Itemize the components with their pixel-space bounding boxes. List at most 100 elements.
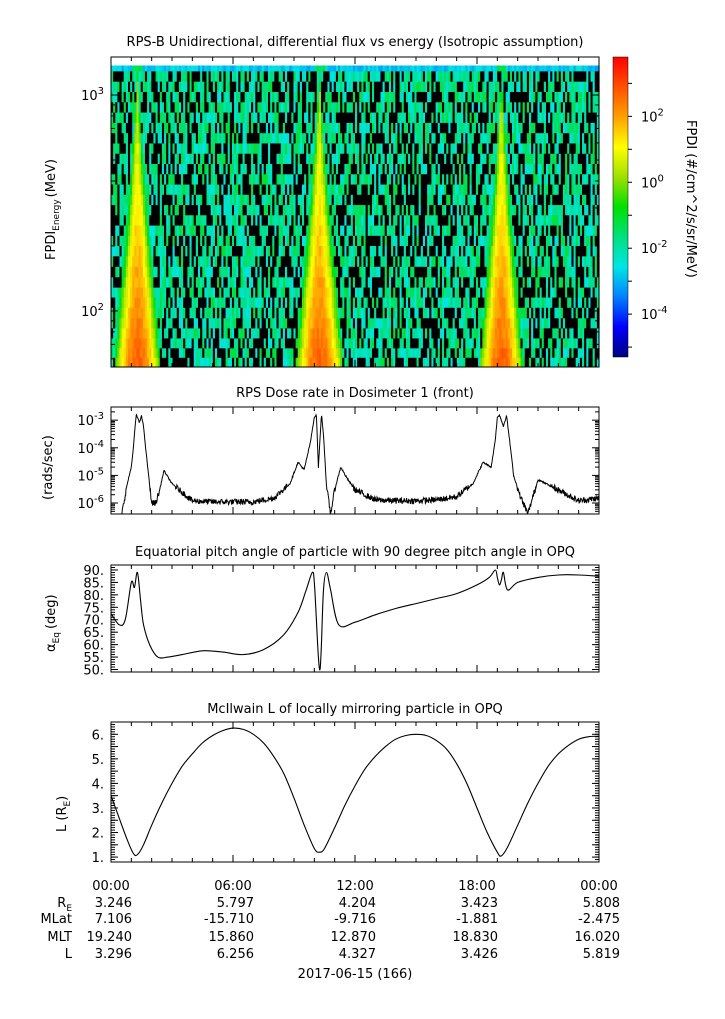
spectrogram-cell: [157, 132, 161, 144]
spectrogram-cell: [314, 122, 318, 134]
spectrogram-cell: [327, 338, 331, 349]
spectrogram-cell: [293, 287, 297, 298]
spectrogram-cell: [147, 245, 150, 257]
spectrogram-cell: [361, 112, 365, 123]
spectrogram-cell: [416, 81, 420, 92]
spectrogram-cell: [185, 132, 188, 144]
spectrogram-cell: [202, 338, 205, 349]
spectrogram-cell: [159, 153, 163, 164]
spectrogram-cell: [458, 122, 462, 134]
spectrogram-cell: [244, 143, 248, 154]
spectrogram-cell: [282, 297, 286, 308]
spectrogram-cell: [338, 287, 341, 298]
spectrogram-cell: [268, 357, 271, 368]
spectrogram-cell: [312, 143, 316, 154]
spectrogram-cell: [365, 266, 369, 278]
spectrogram-cell: [431, 194, 435, 206]
spectrogram-cell: [214, 338, 218, 349]
spectrogram-cell: [456, 184, 460, 195]
spectrogram-cell: [393, 81, 396, 92]
spectrogram-cell: [306, 266, 309, 278]
spectrogram-cell: [461, 194, 464, 206]
spectrogram-cell: [335, 101, 339, 113]
spectrogram-cell: [206, 153, 210, 164]
spectrogram-cell: [427, 347, 430, 358]
spectrogram-cell: [263, 338, 267, 349]
spectrogram-cell: [170, 143, 174, 154]
spectrogram-cell: [293, 143, 297, 154]
spectrogram-cell: [342, 297, 345, 308]
spectrogram-cell: [138, 163, 142, 175]
spectrogram-cell: [433, 153, 437, 164]
spectrogram-cell: [327, 122, 331, 134]
spectrogram-cell: [236, 235, 239, 247]
spectrogram-cell: [168, 81, 172, 92]
spectrogram-cell: [422, 122, 426, 134]
spectrogram-cell: [240, 245, 244, 257]
spectrogram-cell: [448, 307, 452, 319]
spectrogram-cell: [335, 194, 339, 206]
spectrogram-cell: [272, 91, 275, 103]
spectrogram-cell: [125, 91, 129, 103]
spectrogram-cell: [318, 81, 322, 92]
spectrogram-cell: [416, 163, 420, 175]
spectrogram-cell: [414, 204, 418, 216]
spectrogram-cell: [178, 143, 182, 154]
spectrogram-cell: [197, 214, 201, 226]
spectrogram-cell: [323, 101, 326, 113]
spectrogram-cell: [268, 143, 271, 154]
spectrogram-cell: [144, 91, 148, 103]
spectrogram-cell: [310, 65, 314, 72]
spectrogram-cell: [168, 91, 172, 103]
spectrogram-cell: [134, 297, 138, 308]
spectrogram-cell: [236, 225, 239, 236]
spectrogram-cell: [268, 91, 271, 103]
spectrogram-cell: [414, 317, 418, 329]
spectrogram-cell: [268, 317, 271, 329]
spectrogram-cell: [395, 204, 399, 216]
spectrogram-cell: [365, 327, 369, 339]
spectrogram-cell: [374, 255, 377, 267]
spectrogram-cell: [149, 163, 152, 175]
spectrogram-cell: [257, 173, 261, 185]
spectrogram-cell: [176, 338, 180, 349]
spectrogram-cell: [340, 91, 343, 103]
spectrogram-cell: [346, 194, 350, 206]
spectrogram-cell: [208, 225, 212, 236]
spectrogram-cell: [437, 112, 441, 123]
spectrogram-cell: [263, 153, 267, 164]
spectrogram-cell: [422, 317, 426, 329]
spectrogram-cell: [295, 307, 299, 319]
spectrogram-cell: [388, 70, 392, 82]
spectrogram-cell: [234, 214, 237, 226]
spectrogram-cell: [422, 307, 426, 319]
spectrogram-cell: [251, 225, 254, 236]
spectrogram-cell: [352, 70, 356, 82]
spectrogram-cell: [304, 327, 307, 339]
spectrogram-cell: [270, 307, 273, 319]
spectrogram-cell: [376, 153, 379, 164]
spectrogram-cell: [458, 338, 462, 349]
spectrogram-cell: [255, 276, 258, 288]
spectrogram-cell: [412, 276, 416, 288]
spectrogram-cell: [115, 132, 118, 144]
spectrogram-cell: [123, 214, 127, 226]
spectrogram-cell: [308, 255, 312, 267]
spectrogram-cell: [204, 245, 208, 257]
spectrogram-cell: [130, 112, 133, 123]
spectrogram-cell: [321, 287, 324, 298]
spectrogram-cell: [155, 81, 159, 92]
spectrogram-cell: [227, 122, 231, 134]
spectrogram-cell: [308, 214, 312, 226]
spectrogram-cell: [306, 287, 309, 298]
spectrogram-cell: [259, 70, 263, 82]
spectrogram-cell: [155, 235, 159, 247]
spectrogram-cell: [369, 163, 373, 175]
spectrogram-cell: [391, 338, 394, 349]
spectrogram-cell: [147, 204, 150, 216]
spectrogram-cell: [318, 101, 322, 113]
spectrogram-cell: [159, 297, 163, 308]
spectrogram-cell: [314, 184, 318, 195]
spectrogram-cell: [297, 255, 301, 267]
spectrogram-cell: [204, 184, 208, 195]
